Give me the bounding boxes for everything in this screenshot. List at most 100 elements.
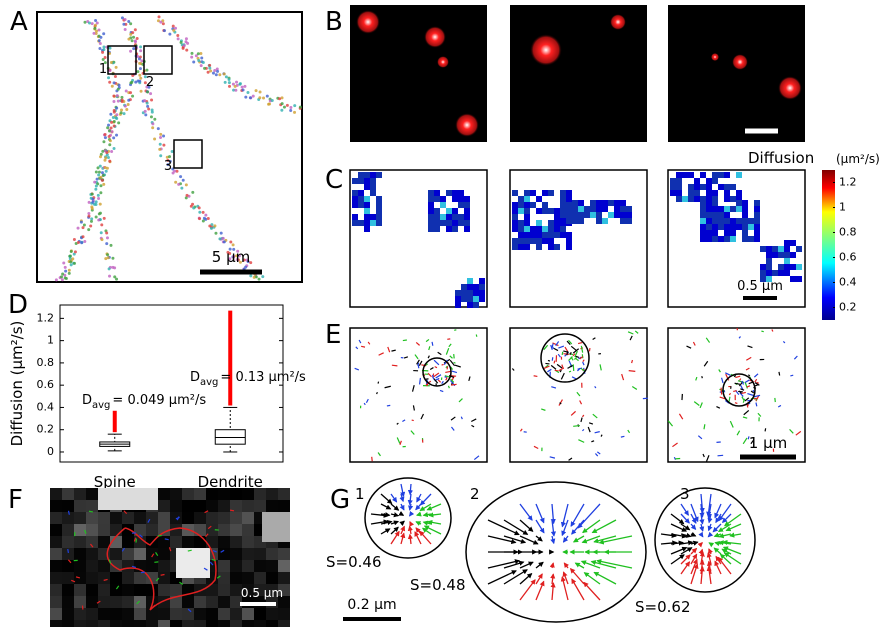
fluorescence-spot <box>356 10 380 34</box>
localization <box>80 241 84 245</box>
displacement <box>740 385 744 390</box>
localization <box>127 19 131 23</box>
localization <box>192 60 196 64</box>
diffusion-pixel <box>694 196 700 202</box>
localization <box>181 178 185 182</box>
localization <box>95 177 99 181</box>
localization <box>119 111 123 115</box>
diffusion-pixel <box>706 178 712 184</box>
displacement <box>471 418 477 423</box>
image-pixel <box>74 572 86 584</box>
displacement <box>703 360 709 367</box>
diffusion-pixel <box>742 230 748 236</box>
localization <box>94 184 98 188</box>
flow-arrow <box>718 503 732 522</box>
annotation-subscript: avg <box>200 377 218 388</box>
diffusion-pixel <box>536 220 542 226</box>
annotation-text: = 0.13 µm²/s <box>220 370 306 385</box>
localization <box>204 217 208 221</box>
diffusion-pixel <box>730 196 736 202</box>
localization <box>126 103 130 107</box>
diffusion-pixel <box>458 190 464 196</box>
localization <box>201 210 205 214</box>
diffusion-pixel <box>370 178 376 184</box>
panel-letter: F <box>8 485 23 515</box>
flow-arrow <box>593 535 617 544</box>
diffusion-pixel <box>760 270 766 276</box>
image-pixel <box>134 524 146 536</box>
image-pixel <box>146 608 158 620</box>
diffusion-pixel <box>352 178 358 184</box>
diffusion-pixel <box>458 202 464 208</box>
displacement <box>569 351 572 355</box>
localization <box>146 90 150 94</box>
diffusion-pixel <box>428 220 434 226</box>
localization <box>73 250 77 254</box>
localization <box>153 117 157 121</box>
diffusion-pixel <box>754 206 760 212</box>
displacement <box>686 345 692 349</box>
flow-arrow <box>670 540 684 546</box>
displacement <box>555 341 560 347</box>
flow-arrow <box>549 562 555 569</box>
trajectory-frame <box>349 327 488 463</box>
flow-arrow <box>416 493 422 503</box>
diffusion-pixel <box>518 226 524 232</box>
image-pixel <box>122 584 134 596</box>
image-frame <box>668 5 805 142</box>
displacement <box>437 379 442 383</box>
displacement <box>572 348 580 354</box>
flow-arrow <box>487 570 517 585</box>
diffusion-pixel <box>566 232 572 238</box>
displacement <box>568 339 573 345</box>
displacement <box>441 363 444 366</box>
displacement <box>620 435 625 438</box>
image-pixel <box>110 620 122 627</box>
diffusion-pixel <box>590 200 596 206</box>
diffusion-pixel <box>676 184 682 190</box>
displacement <box>216 575 221 579</box>
localization <box>162 134 166 138</box>
diffusion-pixel <box>446 226 452 232</box>
image-pixel <box>206 500 218 512</box>
fluorescence-spot <box>778 76 802 100</box>
image-pixel <box>230 572 242 584</box>
localization <box>147 85 151 89</box>
diffusion-pixel <box>614 212 620 218</box>
displacement <box>67 559 72 564</box>
diffusion-pixel <box>706 212 712 218</box>
localization <box>174 180 178 184</box>
displacement <box>220 549 225 553</box>
diffusion-pixel <box>524 190 530 196</box>
roi-outline <box>364 477 452 559</box>
diffusion-pixel <box>524 226 530 232</box>
localization <box>221 236 225 240</box>
diffusion-pixel <box>724 218 730 224</box>
localization <box>140 59 144 63</box>
diffusion-pixel <box>364 226 370 232</box>
localization <box>241 88 245 92</box>
diffusion-pixel <box>760 276 766 282</box>
image-pixel <box>182 620 194 627</box>
localization <box>87 214 91 218</box>
image-pixel <box>206 620 218 627</box>
displacement <box>592 413 598 419</box>
localization <box>228 257 232 261</box>
displacement <box>579 400 583 405</box>
localization <box>280 108 284 112</box>
plot-frame <box>59 304 284 463</box>
displacement <box>384 385 391 389</box>
diffusion-pixel <box>796 264 802 270</box>
displacement <box>738 390 742 394</box>
diffusion-pixel <box>608 200 614 206</box>
localization <box>285 103 289 107</box>
displacement <box>729 420 734 428</box>
diffusion-pixel <box>748 224 754 230</box>
diffusion-pixel <box>524 214 530 220</box>
diffusion-pixel <box>542 190 548 196</box>
image-pixel <box>278 596 290 608</box>
diffusion-pixel <box>428 208 434 214</box>
diffusion-pixel <box>548 190 554 196</box>
image-pixel <box>206 512 218 524</box>
